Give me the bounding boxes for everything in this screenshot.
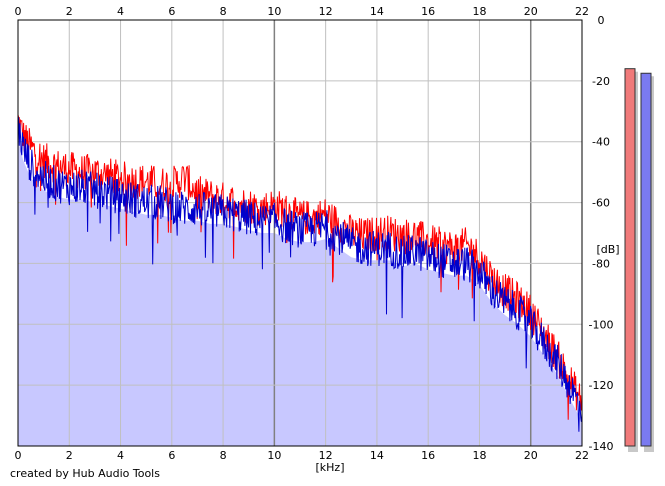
x-ticks-bottom: 0 2 4 6 8 10 12 14 16 18 20 22 [15, 449, 590, 462]
x-tick-label-top: 0 [15, 5, 22, 18]
y-tick-label: -40 [592, 136, 610, 149]
spectrum-fill [18, 138, 582, 446]
x-tick-label-top: 4 [117, 5, 124, 18]
level-meters [624, 68, 654, 452]
x-tick-label-top: 14 [370, 5, 384, 18]
y-tick-label: -60 [592, 197, 610, 210]
y-tick-label: -80 [592, 257, 610, 270]
level-bar-blue [640, 72, 652, 447]
y-tick-label: -140 [589, 440, 614, 453]
y-tick-label: -20 [592, 75, 610, 88]
x-tick-label-bottom: 18 [472, 449, 486, 462]
x-tick-label-top: 18 [472, 5, 486, 18]
x-tick-label-bottom: 10 [267, 449, 281, 462]
x-ticks-top: 0 2 4 6 8 10 12 14 16 18 20 22 [15, 5, 590, 18]
y-tick-label: 0 [598, 14, 605, 27]
x-tick-label-top: 20 [524, 5, 538, 18]
x-tick-label-bottom: 22 [575, 449, 589, 462]
spectrum-area [18, 138, 582, 446]
x-tick-label-top: 22 [575, 5, 589, 18]
x-tick-label-bottom: 16 [421, 449, 435, 462]
series-lines [17, 114, 583, 432]
x-tick-label-top: 6 [168, 5, 175, 18]
credit-footer: created by Hub Audio Tools [10, 467, 160, 480]
x-tick-label-bottom: 6 [168, 449, 175, 462]
x-tick-label-bottom: 0 [15, 449, 22, 462]
x-tick-label-bottom: 2 [66, 449, 73, 462]
x-tick-label-bottom: 8 [220, 449, 227, 462]
series-blue-line [17, 117, 583, 432]
x-tick-label-top: 16 [421, 5, 435, 18]
x-tick-label-top: 2 [66, 5, 73, 18]
y-ticks-right: 0 -20 -40 -60 -80 -100 -120 -140 [589, 14, 614, 453]
x-axis-label: [kHz] [316, 461, 345, 474]
y-tick-label: -100 [589, 318, 614, 331]
x-tick-label-top: 12 [319, 5, 333, 18]
level-bar-red [624, 68, 636, 447]
x-tick-label-bottom: 14 [370, 449, 384, 462]
x-tick-label-bottom: 4 [117, 449, 124, 462]
y-tick-label: -120 [589, 379, 614, 392]
x-tick-label-bottom: 12 [319, 449, 333, 462]
x-tick-label-top: 10 [267, 5, 281, 18]
x-tick-label-top: 8 [220, 5, 227, 18]
plot-frame [17, 19, 583, 447]
x-tick-label-bottom: 20 [524, 449, 538, 462]
y-axis-label: [dB] [596, 243, 619, 256]
